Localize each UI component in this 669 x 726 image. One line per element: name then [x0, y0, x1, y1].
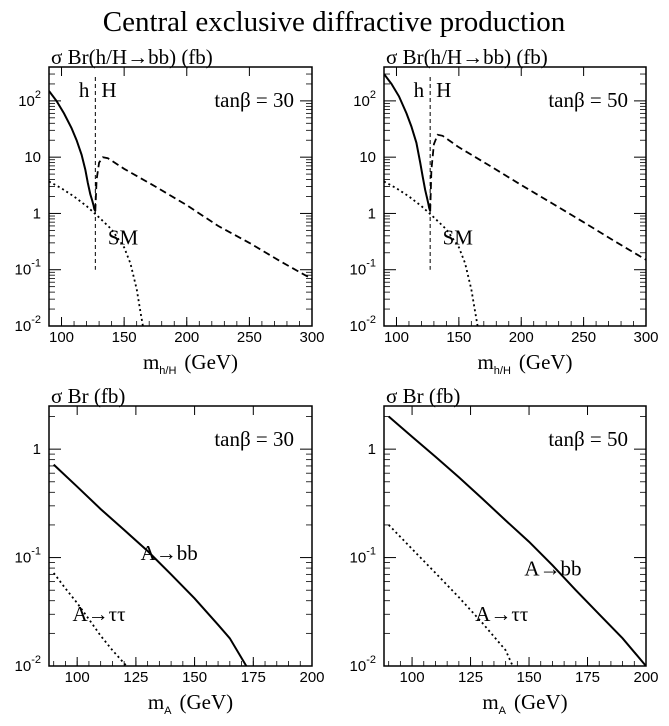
x-tick-label: 150 [182, 669, 207, 686]
H-label: H [101, 78, 116, 102]
x-tick-label: 150 [446, 329, 471, 346]
x-axis-title: mh/H (GeV) [143, 350, 238, 377]
x-tick-label: 250 [237, 329, 262, 346]
y-tick-label: 10-1 [350, 258, 376, 279]
tanbeta-annotation: tanβ = 50 [548, 427, 628, 451]
x-tick-label: 200 [509, 329, 534, 346]
y-tick-label: 10-2 [15, 654, 41, 675]
tanbeta-annotation: tanβ = 30 [214, 88, 294, 112]
y-tick-label: 10 [359, 149, 376, 166]
series-line-H [94, 156, 312, 280]
x-axis-title: mA (GeV) [482, 690, 567, 717]
y-tick-label: 1 [33, 441, 41, 458]
x-tick-label: 175 [575, 669, 600, 686]
h-label: h [79, 78, 90, 102]
series-line-SM [384, 180, 479, 326]
series-line-h [49, 90, 97, 212]
A-bb-label: A→bb [524, 557, 581, 581]
y-tick-label: 102 [353, 89, 376, 110]
A-tautau-label: A→ττ [72, 602, 125, 626]
y-tick-label: 10-2 [15, 314, 41, 335]
h-label: h [414, 78, 425, 102]
series-line-h [384, 73, 432, 212]
x-tick-label: 175 [241, 669, 266, 686]
y-tick-label: 102 [18, 89, 41, 110]
x-tick-label: 200 [633, 669, 658, 686]
x-axis-title: mA (GeV) [148, 690, 233, 717]
y-axis-label: σ Br(h/H→bb) (fb) [386, 45, 548, 69]
y-tick-label: 1 [368, 205, 376, 222]
series-line-SM [49, 180, 144, 326]
H-label: H [436, 78, 451, 102]
figure-title: Central exclusive diffractive production [103, 6, 566, 38]
x-tick-label: 100 [384, 329, 409, 346]
series-line-H [429, 133, 646, 261]
x-tick-label: 300 [633, 329, 658, 346]
sm-label: SM [443, 226, 474, 250]
chart-panel-1: σ Br(h/H→bb) (fb) 100 150 200 250 300 102 10 1 10… [15, 45, 325, 377]
y-tick-label: 1 [33, 205, 41, 222]
series-line-Abb [53, 463, 248, 666]
x-tick-label: 125 [123, 669, 148, 686]
y-tick-label: 10-2 [350, 654, 376, 675]
x-tick-label: 200 [299, 669, 324, 686]
y-tick-label: 10-1 [15, 258, 41, 279]
x-tick-label: 250 [571, 329, 596, 346]
y-tick-label: 1 [368, 441, 376, 458]
tanbeta-annotation: tanβ = 50 [548, 88, 628, 112]
plot-frame [383, 405, 647, 667]
chart-panel-4: σ Br (fb) 100 125 150 175 200 1 10-1 10-2 mA (GeV)… [350, 384, 659, 717]
y-tick-label: 10-1 [350, 546, 376, 567]
x-tick-label: 300 [299, 329, 324, 346]
y-axis-label: σ Br (fb) [51, 384, 125, 408]
y-tick-label: 10-1 [15, 546, 41, 567]
x-tick-label: 100 [400, 669, 425, 686]
y-tick-label: 10 [24, 149, 41, 166]
tanbeta-annotation: tanβ = 30 [214, 427, 294, 451]
x-tick-label: 150 [517, 669, 542, 686]
series-line-A [388, 524, 514, 666]
chart-panel-2: σ Br(h/H→bb) (fb) 100 150 200 250 300 102 10 1 10… [350, 45, 659, 377]
series-line-Abb [388, 415, 646, 666]
y-tick-label: 10-2 [350, 314, 376, 335]
A-tautau-label: A→ττ [475, 602, 528, 626]
x-tick-label: 100 [65, 669, 90, 686]
chart-panel-3: σ Br (fb) 100 125 150 175 200 1 10-1 10-2 mA (GeV)… [15, 384, 325, 717]
x-tick-label: 200 [174, 329, 199, 346]
x-axis-title: mh/H (GeV) [477, 350, 572, 377]
y-axis-label: σ Br (fb) [386, 384, 460, 408]
sm-label: SM [108, 226, 139, 250]
y-axis-label: σ Br(h/H→bb) (fb) [51, 45, 213, 69]
x-tick-label: 125 [458, 669, 483, 686]
A-bb-label: A→bb [141, 541, 198, 565]
x-tick-label: 150 [112, 329, 137, 346]
plot-frame [48, 405, 313, 667]
x-tick-label: 100 [49, 329, 74, 346]
